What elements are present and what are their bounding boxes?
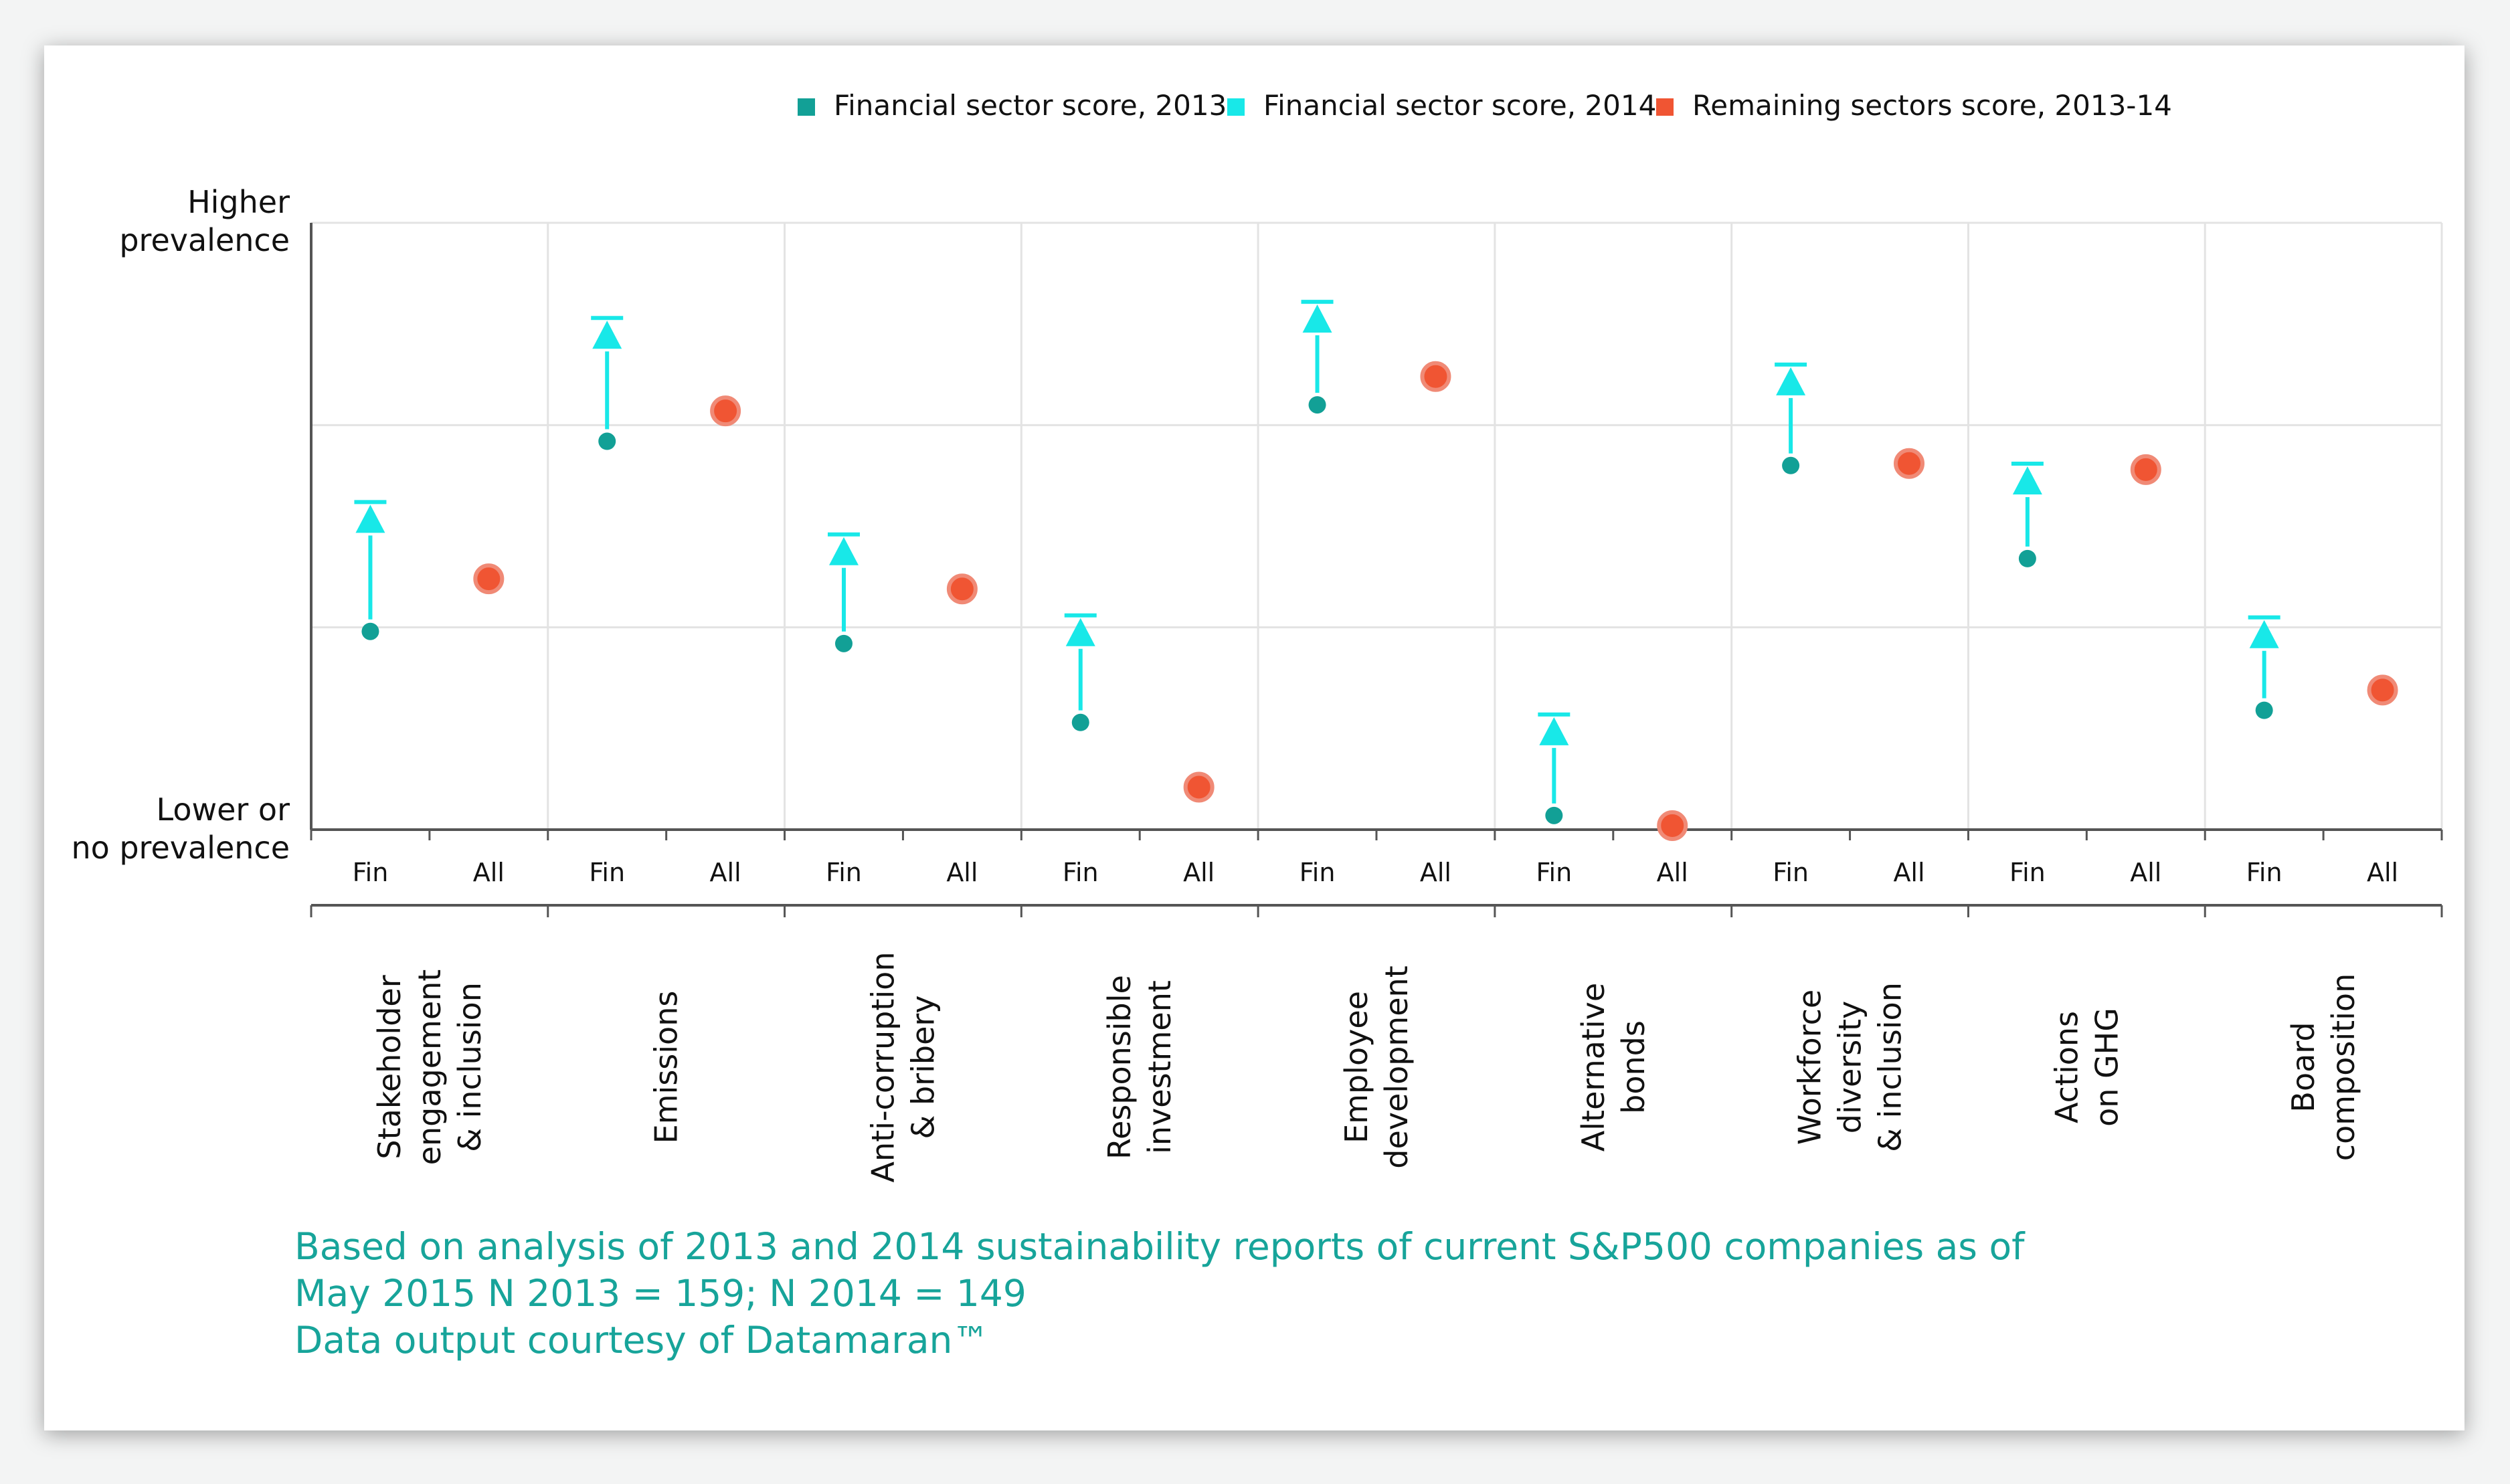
y-axis-bottom-label: no prevalence	[71, 830, 290, 866]
sub-label-all: All	[1183, 858, 1215, 887]
fin-2014-marker	[1776, 367, 1806, 395]
all-sectors-point	[473, 563, 505, 595]
y-axis-top-label: Higher	[187, 184, 290, 220]
category-label-line: Anti-corruption	[865, 952, 901, 1183]
all-sectors-point	[1657, 810, 1688, 841]
chart-card	[44, 45, 2464, 1430]
all-sectors-point	[2130, 454, 2161, 485]
category-label-line: Employee	[1338, 991, 1374, 1143]
category-label: Board composition	[2285, 973, 2361, 1161]
sub-label-fin: Fin	[826, 858, 862, 887]
sub-label-fin: Fin	[1299, 858, 1336, 887]
all-sectors-point	[2367, 674, 2398, 706]
legend-label: Remaining sectors score, 2013-14	[1692, 89, 2172, 122]
legend-swatch	[1227, 98, 1245, 116]
category-label-line: Workforce	[1792, 990, 1828, 1145]
legend-label: Financial sector score, 2013	[834, 89, 1227, 122]
category-label-line: Alternative	[1575, 983, 1611, 1151]
all-sectors-point	[1183, 771, 1215, 803]
all-sectors-point	[710, 395, 741, 427]
fin-2013-point	[1545, 806, 1563, 824]
footnote-line: Based on analysis of 2013 and 2014 susta…	[294, 1225, 2025, 1268]
fin-2014-marker	[829, 537, 859, 565]
sub-label-all: All	[2367, 858, 2398, 887]
footnote-line: May 2015 N 2013 = 159; N 2014 = 149	[294, 1272, 1026, 1315]
fin-2014-marker	[1302, 304, 1332, 333]
category-label-line: Board	[2285, 1022, 2321, 1112]
y-axis-bottom-label: Lower or	[157, 792, 290, 828]
sub-label-all: All	[1893, 858, 1924, 887]
category-label-line: investment	[1142, 980, 1178, 1154]
sub-label-all: All	[946, 858, 978, 887]
legend-swatch	[798, 98, 815, 116]
category-label: Anti-corruption & bribery	[865, 952, 941, 1183]
all-sectors-point	[1894, 448, 1924, 479]
fin-2013-point	[1782, 456, 1800, 474]
grid	[311, 221, 2443, 830]
category-label-line: & inclusion	[1872, 982, 1908, 1152]
data-marks	[354, 300, 2398, 841]
category-label: Stakeholder engagement & inclusion	[371, 969, 488, 1166]
legend-label: Financial sector score, 2014	[1263, 89, 1656, 122]
category-label-line: diversity	[1832, 1001, 1868, 1133]
fin-2014-marker	[2012, 466, 2042, 494]
fin-2013-point	[2255, 701, 2273, 719]
fin-2014-marker	[1539, 717, 1569, 745]
legend-swatch	[1656, 98, 1674, 116]
sub-label-all: All	[1420, 858, 1451, 887]
category-label: Actions on GHG	[2048, 1008, 2125, 1127]
axes	[310, 223, 2443, 917]
category-label-line: composition	[2325, 973, 2361, 1161]
sub-label-all: All	[1657, 858, 1688, 887]
fin-2013-point	[1071, 713, 1089, 731]
category-label: Responsible investment	[1101, 975, 1178, 1160]
category-label: Alternative bonds	[1575, 983, 1651, 1151]
sub-label-fin: Fin	[1063, 858, 1099, 887]
fin-2013-point	[361, 622, 379, 640]
fin-2013-point	[2018, 549, 2036, 567]
sub-label-all: All	[710, 858, 741, 887]
sub-label-fin: Fin	[2009, 858, 2046, 887]
all-sectors-point	[1420, 361, 1451, 392]
sub-label-fin: Fin	[589, 858, 625, 887]
category-label-line: & bribery	[905, 995, 941, 1139]
fin-2013-point	[598, 432, 616, 450]
fin-2013-point	[1308, 396, 1326, 414]
fin-2014-marker	[592, 320, 622, 349]
category-label-line: engagement	[412, 969, 448, 1166]
fin-2014-marker	[2249, 620, 2279, 648]
category-label-line: development	[1378, 965, 1415, 1168]
category-label-line: Responsible	[1101, 975, 1138, 1160]
category-label-line: Actions	[2048, 1011, 2084, 1123]
y-axis-top-label: prevalence	[119, 222, 290, 258]
category-label-line: Emissions	[648, 991, 685, 1144]
category-label-line: Stakeholder	[371, 975, 408, 1159]
category-label: Workforce diversity & inclusion	[1792, 982, 1908, 1152]
category-label-line: on GHG	[2088, 1008, 2125, 1127]
category-label: Employee development	[1338, 965, 1415, 1168]
sub-label-fin: Fin	[2246, 858, 2282, 887]
footnote: Based on analysis of 2013 and 2014 susta…	[294, 1223, 2436, 1364]
category-label-line: bonds	[1615, 1020, 1651, 1114]
fin-2013-point	[835, 634, 853, 652]
category-label-line: & inclusion	[452, 982, 488, 1152]
sub-label-all: All	[473, 858, 505, 887]
footnote-line: Data output courtesy of Datamaran™	[294, 1319, 990, 1362]
sub-label-fin: Fin	[1536, 858, 1572, 887]
all-sectors-point	[946, 573, 978, 605]
fin-2014-marker	[355, 504, 385, 533]
sub-label-fin: Fin	[1773, 858, 1809, 887]
sub-label-all: All	[2130, 858, 2161, 887]
category-label: Emissions	[648, 991, 685, 1144]
fin-2014-marker	[1065, 618, 1095, 646]
sub-label-fin: Fin	[353, 858, 389, 887]
legend: Financial sector score, 2013 Financial se…	[798, 89, 2172, 122]
